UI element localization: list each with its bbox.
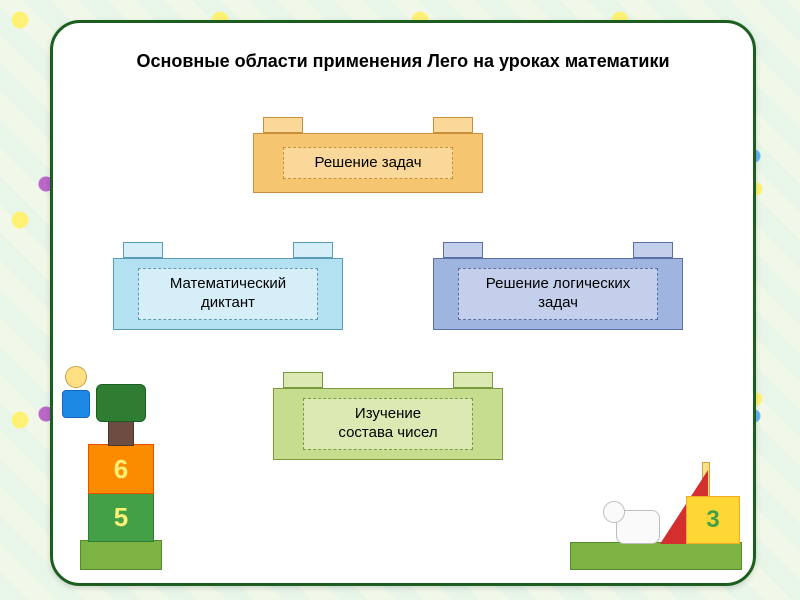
brick-stud bbox=[443, 242, 483, 258]
brick-stud bbox=[263, 117, 303, 133]
brick-label: Решение логических задач bbox=[458, 268, 658, 320]
brick-composition: Изучение состава чисел bbox=[273, 388, 503, 460]
lego-figure-right-icon: 3 bbox=[570, 440, 740, 570]
brick-body: Решение задач bbox=[253, 133, 483, 193]
brick-stud bbox=[633, 242, 673, 258]
brick-label: Изучение состава чисел bbox=[303, 398, 473, 450]
brick-logic: Решение логических задач bbox=[433, 258, 683, 330]
brick-body: Изучение состава чисел bbox=[273, 388, 503, 460]
lego-number-block: 3 bbox=[686, 496, 740, 544]
brick-tasks: Решение задач bbox=[253, 133, 483, 193]
brick-body: Математический диктант bbox=[113, 258, 343, 330]
brick-body: Решение логических задач bbox=[433, 258, 683, 330]
lego-number-block: 5 bbox=[88, 492, 154, 542]
brick-label: Математический диктант bbox=[138, 268, 318, 320]
slide-title: Основные области применения Лего на урок… bbox=[53, 51, 753, 72]
brick-stud bbox=[283, 372, 323, 388]
brick-stud bbox=[433, 117, 473, 133]
brick-stud bbox=[123, 242, 163, 258]
lego-number-block: 6 bbox=[88, 444, 154, 494]
lego-figure-left-icon: 5 6 bbox=[60, 350, 180, 570]
brick-label: Решение задач bbox=[283, 147, 453, 180]
brick-stud bbox=[453, 372, 493, 388]
brick-dictation: Математический диктант bbox=[113, 258, 343, 330]
brick-stud bbox=[293, 242, 333, 258]
